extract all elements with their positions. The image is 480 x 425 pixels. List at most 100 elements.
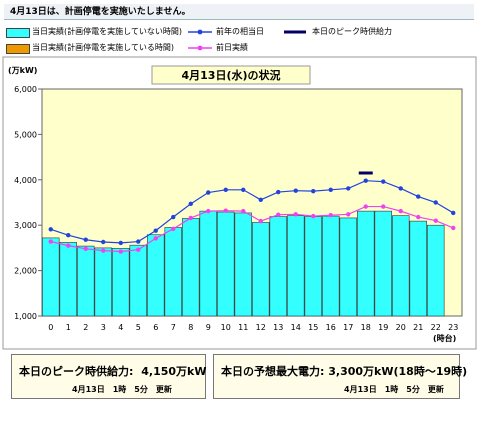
legend-label-prev-year: 前年の相当日: [216, 27, 264, 36]
point-prev-year-18: [363, 178, 368, 183]
legend-swatch-peak-supply: [284, 30, 306, 34]
x-tick-label: 13: [273, 323, 283, 332]
point-prev-day-9: [206, 208, 211, 214]
point-prev-year-2: [83, 237, 88, 242]
bar-actual-13: [269, 216, 287, 317]
point-prev-day-16: [328, 213, 333, 218]
point-prev-day-23: [451, 225, 456, 231]
bar-actual-9: [199, 210, 217, 317]
point-prev-year-5: [136, 239, 141, 244]
point-prev-day-1: [66, 243, 71, 248]
point-prev-day-15: [311, 213, 316, 219]
point-prev-year-11: [241, 187, 246, 192]
y-tick-label: 4,000: [14, 176, 37, 185]
legend-swatch-actual-no-outage: [6, 28, 30, 38]
point-prev-year-15: [311, 188, 316, 194]
bar-actual-4: [112, 248, 130, 317]
peak-supply-value: 4,150: [141, 365, 177, 378]
y-tick-label: 2,000: [14, 267, 37, 276]
point-prev-day-5: [136, 247, 141, 252]
x-tick-label: 2: [83, 323, 88, 332]
bar-actual-22: [427, 224, 445, 317]
bar-actual-11: [234, 212, 252, 317]
point-prev-day-3: [101, 248, 106, 253]
legend-swatch-actual-outage: [6, 44, 30, 54]
bar-actual-8: [182, 218, 200, 317]
chart-title-box: [151, 65, 311, 85]
x-tick-label: 14: [291, 323, 301, 332]
legend-swatch-prev-day: [188, 45, 212, 51]
notice-banner: 4月13日は、計画停電を実施いたしません。: [4, 4, 474, 20]
legend-swatch-prev-year: [188, 29, 212, 35]
point-prev-year-10: [223, 187, 228, 192]
x-tick-label: 3: [101, 323, 106, 332]
x-tick-label: 0: [48, 323, 53, 332]
y-tick-label: 5,000: [14, 130, 37, 139]
x-tick-label: 10: [221, 323, 231, 332]
x-tick-label: 19: [378, 323, 388, 332]
point-prev-day-14: [293, 212, 298, 217]
point-prev-year-6: [153, 228, 158, 233]
point-prev-year-4: [118, 240, 123, 246]
bar-actual-10: [217, 211, 235, 317]
point-prev-year-16: [328, 187, 333, 192]
line-prev-year: [50, 180, 454, 244]
line-prev-day: [50, 205, 454, 253]
x-tick-label: 21: [413, 323, 423, 332]
peak-supply-label: 本日のピーク時供給力:: [19, 365, 134, 378]
point-prev-day-7: [171, 226, 176, 232]
bar-actual-21: [409, 220, 427, 317]
bar-actual-20: [392, 215, 410, 317]
bar-actual-16: [322, 215, 340, 317]
forecast-unit: 万kW(18時～19時): [363, 365, 468, 378]
point-prev-year-3: [101, 239, 106, 245]
x-tick-label: 22: [431, 323, 441, 332]
forecast-value: 3,300: [328, 365, 364, 378]
point-prev-day-19: [381, 204, 386, 209]
point-prev-day-6: [153, 236, 158, 241]
x-axis-label: (時台): [433, 333, 456, 343]
x-tick-label: 8: [188, 323, 193, 332]
point-prev-year-12: [258, 197, 263, 202]
point-prev-year-0: [48, 227, 53, 232]
point-prev-day-8: [188, 215, 193, 221]
bar-actual-7: [164, 227, 182, 317]
bar-actual-1: [59, 242, 77, 317]
y-tick-label: 6,000: [14, 85, 37, 94]
point-prev-year-7: [171, 214, 176, 220]
bar-actual-14: [287, 215, 305, 317]
bar-actual-5: [129, 244, 147, 317]
point-prev-year-21: [416, 194, 421, 199]
forecast-update: 4月13日 1時 5分 更新: [344, 385, 444, 394]
x-tick-label: 4: [118, 323, 123, 332]
point-prev-day-20: [398, 208, 403, 214]
legend-label-prev-day: 前日実績: [216, 43, 248, 52]
point-prev-day-0: [48, 239, 53, 244]
bar-actual-15: [304, 216, 322, 317]
x-tick-label: 18: [361, 323, 371, 332]
point-prev-year-19: [381, 179, 386, 184]
point-prev-day-17: [346, 212, 351, 217]
bar-actual-17: [339, 217, 357, 317]
bar-actual-19: [374, 210, 392, 317]
x-tick-label: 12: [256, 323, 266, 332]
point-prev-year-8: [188, 201, 193, 207]
x-tick-label: 9: [206, 323, 211, 332]
forecast-label: 本日の予想最大電力:: [221, 365, 325, 378]
bar-actual-12: [252, 222, 270, 317]
x-tick-label: 23: [448, 323, 458, 332]
y-axis-label: (万kW): [8, 66, 37, 75]
point-prev-year-14: [293, 188, 298, 193]
x-tick-label: 20: [396, 323, 406, 332]
bar-actual-3: [94, 247, 112, 317]
x-tick-label: 11: [238, 323, 248, 332]
point-prev-year-23: [451, 210, 456, 216]
x-tick-label: 17: [343, 323, 353, 332]
bar-actual-6: [147, 234, 165, 317]
y-tick-label: 1,000: [14, 312, 37, 321]
bar-actual-0: [42, 237, 60, 317]
point-prev-year-13: [276, 189, 281, 195]
legend-label-actual-no-outage: 当日実績(計画停電を実施していない時間): [32, 27, 183, 36]
point-prev-year-9: [206, 190, 211, 195]
